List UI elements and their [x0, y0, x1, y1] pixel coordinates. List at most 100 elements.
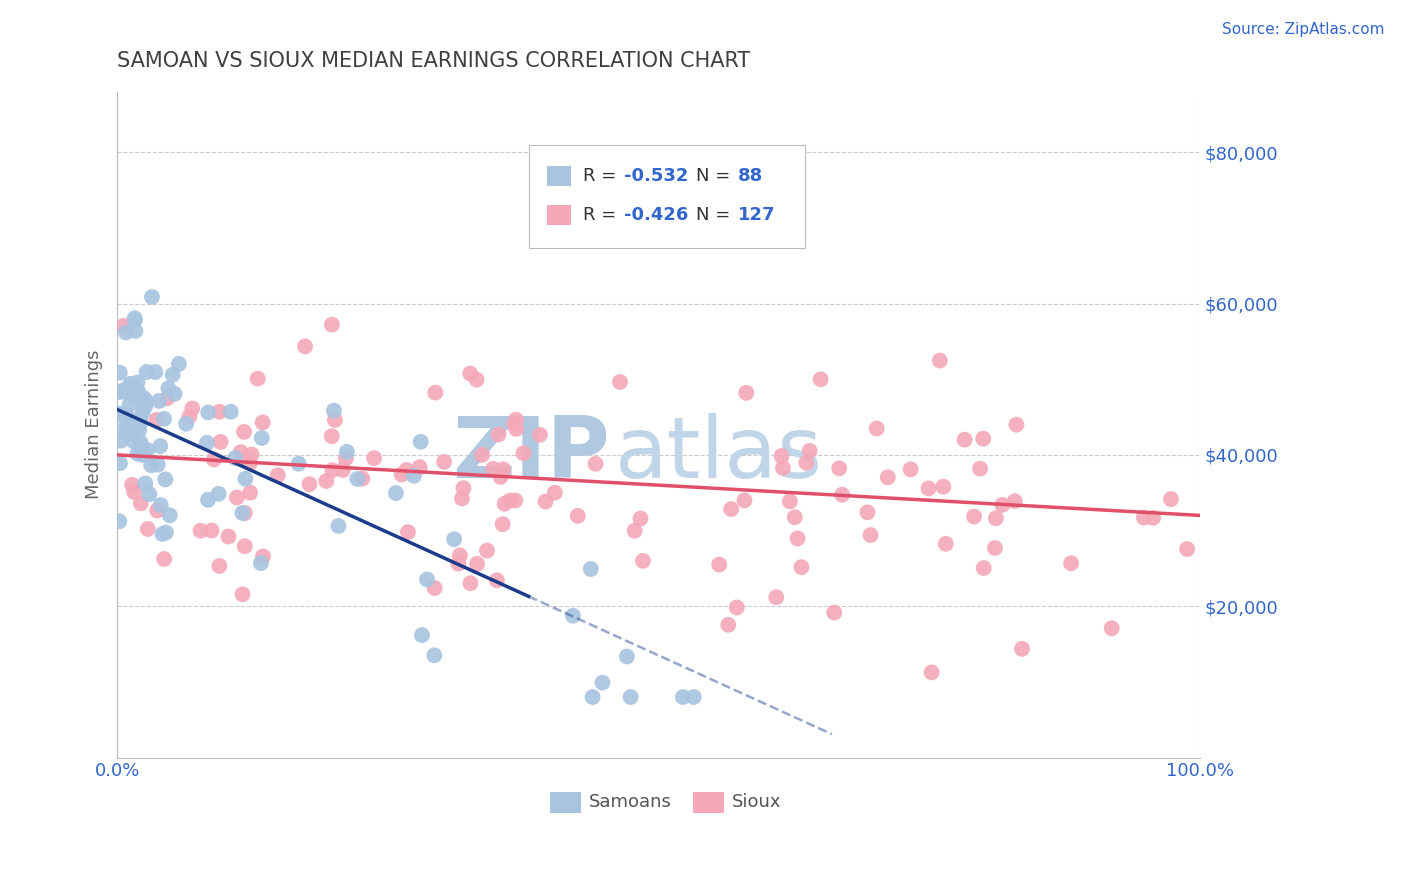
Point: [120, 387, 142, 401]
Point: [1005, 417, 1028, 432]
Point: [121, 478, 143, 492]
Point: [120, 377, 142, 392]
Point: [134, 392, 156, 407]
Point: [505, 493, 527, 508]
Point: [153, 412, 176, 426]
Point: [561, 608, 583, 623]
Point: [134, 399, 156, 413]
Point: [155, 472, 177, 486]
Point: [416, 573, 439, 587]
Point: [682, 690, 704, 704]
Point: [620, 690, 643, 704]
Point: [972, 432, 994, 446]
Point: [471, 448, 494, 462]
Point: [991, 498, 1014, 512]
Text: R =: R =: [582, 206, 621, 224]
Point: [453, 481, 475, 495]
Point: [197, 405, 219, 419]
Point: [217, 529, 239, 543]
Point: [631, 554, 654, 568]
Point: [233, 506, 256, 520]
Point: [153, 552, 176, 566]
Point: [233, 425, 256, 439]
Point: [294, 339, 316, 353]
Point: [859, 528, 882, 542]
Point: [321, 429, 343, 443]
Point: [239, 485, 262, 500]
Point: [876, 470, 898, 484]
Point: [735, 385, 758, 400]
Point: [129, 445, 152, 459]
Point: [121, 376, 143, 391]
Point: [352, 472, 374, 486]
Point: [335, 451, 357, 466]
Point: [336, 445, 359, 459]
Point: [591, 675, 613, 690]
Point: [505, 412, 527, 426]
Point: [229, 445, 252, 459]
Point: [108, 456, 131, 470]
Point: [132, 405, 155, 419]
Point: [783, 510, 806, 524]
Point: [1060, 557, 1083, 571]
Point: [935, 537, 957, 551]
Point: [143, 365, 166, 379]
Point: [363, 451, 385, 466]
Point: [108, 366, 131, 380]
Point: [224, 451, 246, 466]
Point: [246, 372, 269, 386]
Point: [932, 480, 955, 494]
Point: [118, 398, 141, 412]
Point: [828, 461, 851, 475]
Point: [163, 387, 186, 401]
Point: [127, 384, 149, 399]
Point: [108, 424, 131, 438]
Point: [465, 373, 488, 387]
Point: [485, 574, 508, 588]
Text: -0.426: -0.426: [624, 206, 689, 224]
Point: [503, 417, 526, 431]
Point: [321, 318, 343, 332]
Point: [155, 525, 177, 540]
Point: [534, 494, 557, 508]
Text: ZIP: ZIP: [453, 413, 610, 496]
Point: [111, 384, 134, 398]
Text: Source: ZipAtlas.com: Source: ZipAtlas.com: [1222, 22, 1385, 37]
Point: [725, 600, 748, 615]
Point: [108, 514, 131, 528]
Point: [315, 474, 337, 488]
Point: [129, 417, 152, 431]
Point: [1101, 621, 1123, 635]
Text: SAMOAN VS SIOUX MEDIAN EARNINGS CORRELATION CHART: SAMOAN VS SIOUX MEDIAN EARNINGS CORRELAT…: [117, 51, 751, 70]
Point: [197, 492, 219, 507]
Point: [122, 434, 145, 449]
Point: [402, 468, 425, 483]
Point: [129, 496, 152, 510]
Point: [114, 410, 136, 425]
Point: [118, 419, 141, 434]
Point: [465, 557, 488, 571]
Point: [423, 648, 446, 663]
Point: [181, 401, 204, 416]
Point: [132, 448, 155, 462]
Point: [433, 455, 456, 469]
Point: [810, 372, 832, 386]
Text: R =: R =: [582, 167, 621, 186]
Point: [1011, 641, 1033, 656]
Point: [209, 434, 232, 449]
Point: [132, 391, 155, 405]
Point: [208, 559, 231, 574]
Point: [423, 581, 446, 595]
Point: [409, 460, 432, 475]
Point: [512, 446, 534, 460]
Point: [148, 393, 170, 408]
Point: [529, 427, 551, 442]
Point: [235, 472, 257, 486]
Point: [953, 433, 976, 447]
Text: Samoans: Samoans: [589, 793, 672, 811]
Text: 127: 127: [738, 206, 775, 224]
Point: [443, 532, 465, 546]
Bar: [693, 791, 724, 813]
Point: [108, 407, 131, 421]
Point: [115, 326, 138, 340]
